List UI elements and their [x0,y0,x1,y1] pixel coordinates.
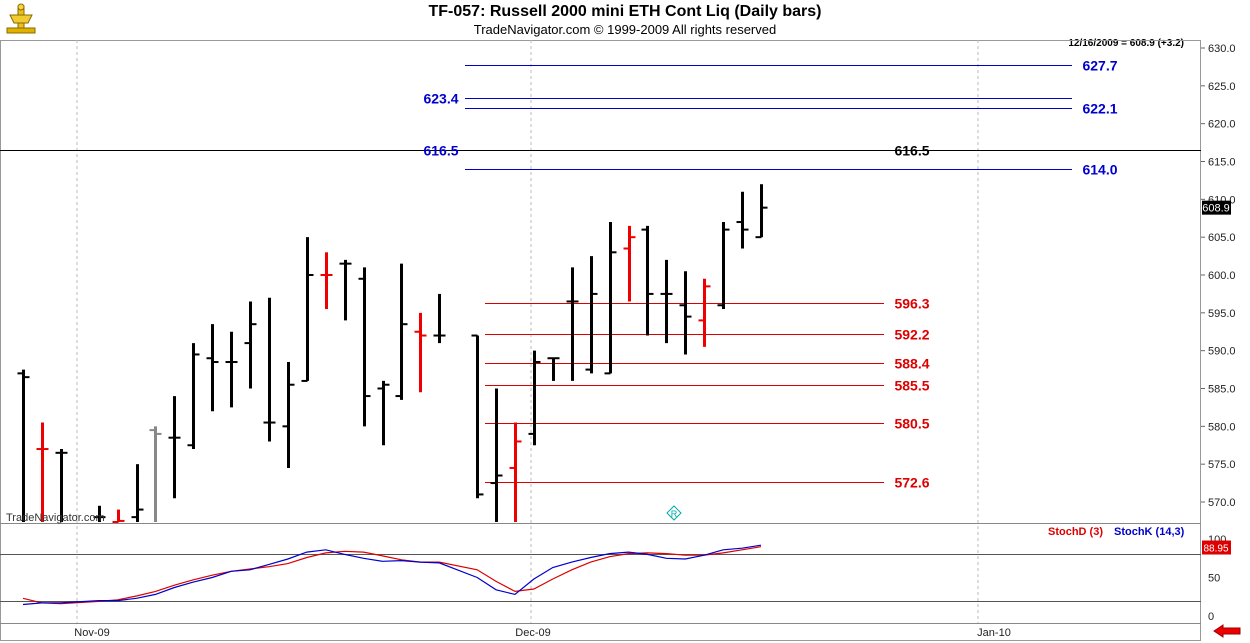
y-tick-label: 580.0 [1208,421,1236,433]
current-price-tag [1202,200,1231,215]
price-bar [320,252,333,310]
stochd-legend: StochD (3) [1048,526,1103,538]
price-bar [168,396,181,499]
y-tick-label: 630.0 [1208,43,1236,55]
price-bar [528,350,541,446]
y-tick-label: 615.0 [1208,157,1236,169]
stoch-series-line [22,544,762,606]
price-bar [17,369,30,522]
svg-text:R: R [671,509,678,519]
level-label: 592.2 [894,327,929,343]
current-price-label: 608.9 [1202,203,1230,215]
price-bar [339,259,352,321]
last-bar-label: 12/16/2009 = 608.9 (+3.2) [1068,38,1184,49]
chart-frame [0,40,1201,641]
scroll-left-arrow-icon[interactable] [1213,624,1241,638]
stoch-y-tick-label: 0 [1208,611,1214,623]
chart-title: TF-057: Russell 2000 mini ETH Cont Liq (… [428,3,822,20]
y-tick-label: 620.0 [1208,119,1236,131]
stoch-value-tag [1202,540,1231,555]
y-tick-label: 570.0 [1208,497,1236,509]
price-bar [585,256,598,374]
price-bar [225,331,238,408]
price-bar [736,191,749,249]
level-label: 588.4 [894,356,929,372]
price-bar [604,222,617,375]
copyright-subtitle: TradeNavigator.com © 1999-2009 All right… [473,22,777,37]
price-bar [263,297,276,442]
x-tick-jan: Jan-10 [977,627,1011,639]
stochk-legend: StochK (14,3) [1114,526,1185,538]
level-label: 622.1 [1082,101,1117,117]
price-bar [641,225,654,336]
price-bar [131,464,144,522]
price-bar [414,312,427,393]
price-bar [358,267,371,427]
y-tick-label: 575.0 [1208,459,1236,471]
price-bar [36,422,49,522]
y-tick-label: 595.0 [1208,308,1236,320]
level-label: 616.5 [894,143,929,159]
level-label: 623.4 [423,91,458,107]
level-label: 572.6 [894,475,929,491]
y-tick-label: 600.0 [1208,270,1236,282]
level-label: 627.7 [1082,58,1117,74]
price-bar [55,449,68,522]
price-bar [755,184,768,239]
y-tick-label: 590.0 [1208,346,1236,358]
price-bar [112,509,125,523]
price-bar [698,278,711,347]
level-label: 580.5 [894,416,929,432]
price-bar [679,271,692,355]
price-bar [660,259,673,344]
price-bar [206,324,219,412]
trade-navigator-logo-icon [6,3,36,34]
price-bar [377,380,390,446]
rollover-diamond-icon: R [666,505,682,521]
level-label: 614.0 [1082,162,1117,178]
chart-header: TF-057: Russell 2000 mini ETH Cont Liq (… [0,0,1250,40]
price-bar [301,237,314,382]
watermark-label: TradeNavigator.com [6,512,105,524]
x-tick-nov: Nov-09 [74,627,109,639]
level-label: 616.5 [423,143,458,159]
x-tick-dec: Dec-09 [515,627,550,639]
y-tick-label: 625.0 [1208,81,1236,93]
price-bar [717,222,730,310]
price-bar [93,505,106,522]
price-bar [623,225,636,302]
price-bar [566,267,579,381]
level-label: 585.5 [894,378,929,394]
price-bar [187,343,200,450]
stoch-series-line [22,546,762,605]
price-bar [282,362,295,468]
level-label: 596.3 [894,296,929,312]
price-bar [547,357,560,381]
price-bar [471,334,484,499]
price-bar [149,426,162,522]
stoch-value-label: 88.95 [1203,544,1228,555]
price-bar [244,301,257,389]
price-bar [509,422,522,522]
price-bar [395,263,408,400]
stoch-y-tick-label: 50 [1208,573,1220,585]
price-bar [433,293,446,344]
y-tick-label: 605.0 [1208,232,1236,244]
y-tick-label: 585.0 [1208,384,1236,396]
price-bar [490,388,503,522]
